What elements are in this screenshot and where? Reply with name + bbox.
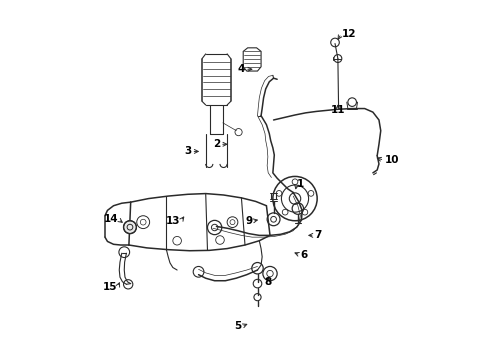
Text: 5: 5 — [234, 321, 242, 332]
Text: 8: 8 — [265, 277, 272, 287]
Text: 12: 12 — [342, 28, 356, 39]
Text: 2: 2 — [213, 139, 220, 149]
Text: 14: 14 — [103, 214, 118, 224]
Text: 4: 4 — [238, 64, 245, 74]
Text: 10: 10 — [384, 156, 399, 165]
Text: 1: 1 — [297, 179, 304, 189]
Text: 7: 7 — [315, 230, 322, 240]
Text: 3: 3 — [184, 147, 192, 157]
Text: 6: 6 — [300, 250, 308, 260]
Text: 13: 13 — [166, 216, 181, 226]
Text: 9: 9 — [245, 216, 252, 226]
Circle shape — [123, 221, 136, 234]
Text: 15: 15 — [103, 282, 118, 292]
Text: 11: 11 — [331, 105, 345, 115]
